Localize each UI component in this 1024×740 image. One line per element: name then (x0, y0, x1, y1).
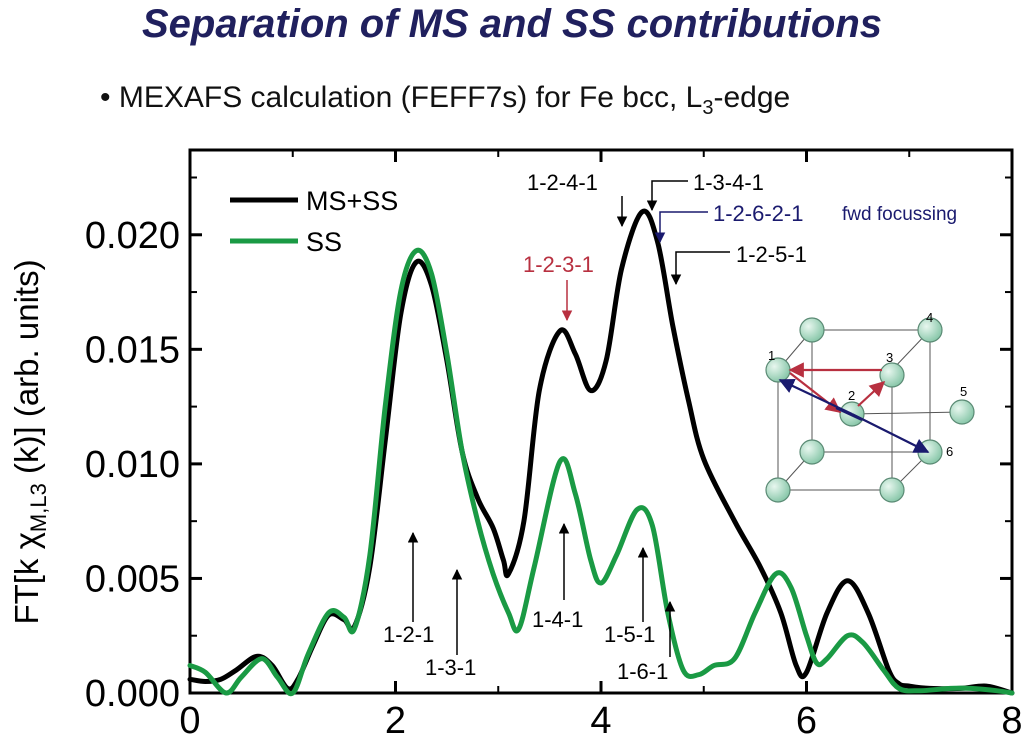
bullet-text: MEXAFS calculation (FEFF7s) for Fe bcc, … (118, 81, 703, 114)
atom (949, 399, 975, 425)
annotation-label: 1-2-5-1 (736, 242, 807, 267)
annotation-label: 1-3-4-1 (693, 170, 764, 195)
annotation-arrow (654, 211, 708, 244)
atom (765, 477, 791, 503)
annotation-label: 1-2-6-2-1 (713, 201, 803, 226)
annotation-label: 1-2-1 (383, 622, 434, 647)
series-layer (187, 208, 1015, 697)
scattering-paths (778, 362, 930, 453)
y-axis-label: FT[k χM,L3 (k)] (arb. units) (8, 259, 51, 624)
x-tick-label: 0 (179, 700, 200, 740)
x-axis-ticks: 0 2 4 6 8 (179, 150, 1023, 740)
series-line-ss (187, 247, 1015, 697)
atom (879, 362, 905, 388)
annotation-label: 1-5-1 (604, 622, 655, 647)
annotation-arrow (670, 251, 730, 286)
y-tick-label: 0.000 (85, 673, 180, 715)
annotation-label: 1-3-1 (425, 655, 476, 680)
annotation-arrow (646, 180, 688, 212)
legend-label-ms-ss: MS+SS (306, 186, 398, 216)
legend: MS+SS SS (230, 186, 398, 257)
annotation-note: fwd focussing (842, 204, 957, 225)
bullet-text-end: -edge (713, 81, 791, 114)
annotation-label: 1-2-3-1 (523, 252, 594, 277)
atom (799, 317, 825, 343)
x-tick-label: 4 (590, 700, 611, 740)
atom (799, 439, 825, 465)
annotation-label: 1-4-1 (532, 607, 583, 632)
atom-label: 5 (960, 384, 967, 399)
bullet-symbol: • (100, 81, 111, 114)
annotation-label: 1-2-4-1 (527, 170, 598, 195)
atom (917, 439, 943, 465)
atom (879, 477, 905, 503)
atom (917, 317, 943, 343)
annotations: 1-2-4-1 1-3-4-1 1-2-6-2-1 fwd focussing … (383, 170, 957, 684)
slide-title: Separation of MS and SS contributions (141, 2, 883, 46)
atom-label: 4 (926, 310, 933, 325)
y-axis-ticks: 0.000 0.005 0.010 0.015 0.020 (85, 176, 1012, 715)
x-tick-label: 8 (1001, 700, 1022, 740)
y-tick-label: 0.015 (85, 329, 180, 371)
annotation-label: 1-6-1 (617, 659, 668, 684)
lattice-edges (777, 329, 963, 491)
atom-label: 6 (946, 444, 953, 459)
lattice-atoms (765, 317, 975, 503)
bullet-line: • MEXAFS calculation (FEFF7s) for Fe bcc… (100, 78, 790, 128)
y-tick-label: 0.005 (85, 558, 180, 600)
atom-labels: 1 2 3 4 5 6 (768, 310, 967, 459)
atom-label: 2 (848, 388, 855, 403)
bullet-subscript: 3 (702, 97, 714, 119)
x-tick-label: 6 (796, 700, 817, 740)
atom-label: 1 (768, 348, 775, 363)
y-tick-label: 0.020 (85, 215, 180, 257)
bcc-lattice-inset: 1 2 3 4 5 6 (765, 310, 975, 503)
y-tick-label: 0.010 (85, 444, 180, 486)
legend-label-ss: SS (306, 227, 342, 257)
atom-label: 3 (886, 350, 893, 365)
x-tick-label: 2 (385, 700, 406, 740)
